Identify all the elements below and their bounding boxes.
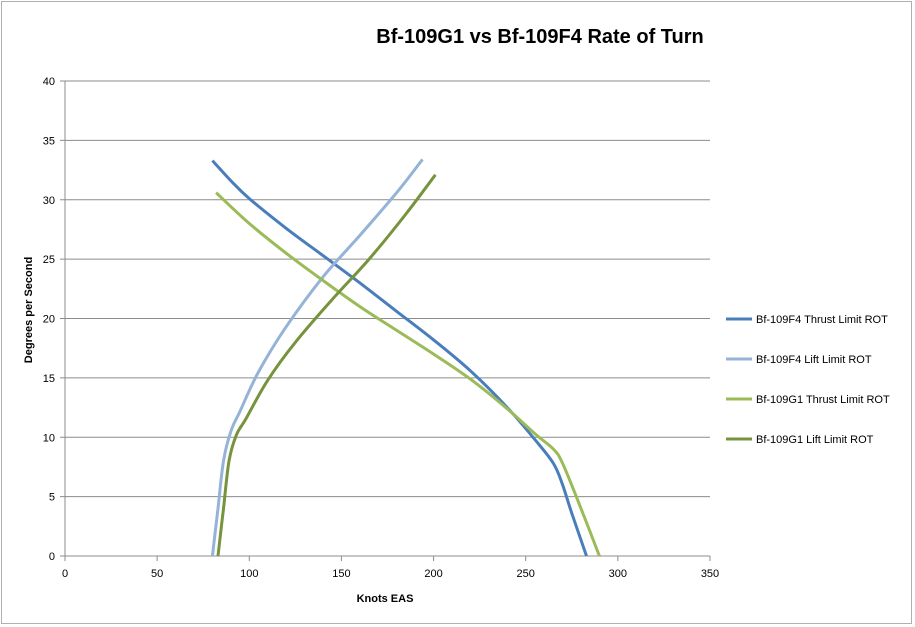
y-tick-label: 35 <box>43 135 55 147</box>
y-tick-label: 5 <box>49 492 55 504</box>
x-tick-label: 250 <box>517 568 535 580</box>
y-tick-label: 15 <box>43 373 55 385</box>
legend-label: Bf-109F4 Thrust Limit ROT <box>756 314 888 326</box>
x-tick-label: 100 <box>240 568 258 580</box>
y-tick-label: 10 <box>43 432 55 444</box>
y-tick-label: 20 <box>43 314 55 326</box>
series-line-bf-109f4-thrust-limit-rot <box>211 159 588 557</box>
x-tick-label: 0 <box>62 568 68 580</box>
x-tick-label: 50 <box>151 568 163 580</box>
series-line-bf-109g1-thrust-limit-rot <box>215 191 601 557</box>
legend: Bf-109F4 Thrust Limit ROT Bf-109F4 Lift L… <box>726 314 890 446</box>
x-tick-label: 150 <box>332 568 350 580</box>
series-line-bf-109f4-lift-limit-rot <box>210 158 424 557</box>
grid-lines <box>65 80 710 498</box>
y-tick-label: 40 <box>43 76 55 88</box>
x-tick-label: 350 <box>701 568 719 580</box>
y-axis-title: Degrees per Second <box>23 257 35 363</box>
x-tick-label: 300 <box>609 568 627 580</box>
chart-title: Bf-109G1 vs Bf-109F4 Rate of Turn <box>376 26 704 48</box>
legend-label: Bf-109F4 Lift Limit ROT <box>756 354 872 366</box>
y-tick-label: 0 <box>49 551 55 563</box>
y-tick-label: 30 <box>43 195 55 207</box>
x-axis-title: Knots EAS <box>357 593 414 605</box>
series-lines <box>210 158 601 557</box>
axes: 0 5 10 15 20 25 30 35 40 0 50 100 150 200 250 300 350 <box>43 76 719 580</box>
legend-label: Bf-109G1 Thrust Limit ROT <box>756 394 890 406</box>
legend-label: Bf-109G1 Lift Limit ROT <box>756 434 874 446</box>
y-tick-label: 25 <box>43 254 55 266</box>
series-line-bf-109g1-lift-limit-rot <box>216 173 437 557</box>
x-tick-label: 200 <box>424 568 442 580</box>
